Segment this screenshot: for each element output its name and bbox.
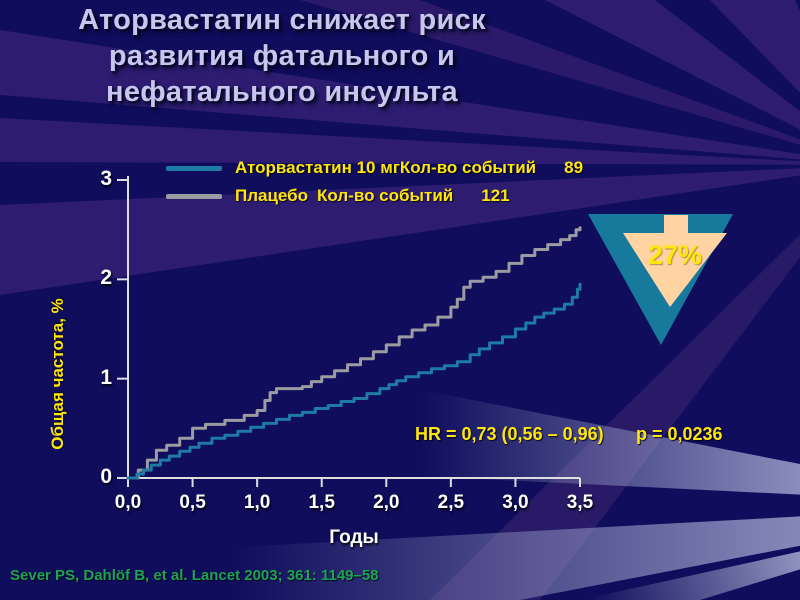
series-group <box>126 226 582 480</box>
purple-ray <box>0 168 800 295</box>
badge-percent-label: 27% <box>647 240 703 270</box>
citation: Sever PS, Dahlöf B, et al. Lancet 2003; … <box>10 567 379 584</box>
purple-ray <box>0 30 800 160</box>
badge-arrow-down-icon <box>623 215 727 307</box>
legend-row: Плацебо Кол-во событий 121 <box>166 182 583 210</box>
light-ray-group <box>0 382 800 600</box>
light-ray <box>0 516 800 600</box>
legend-line-swatch <box>166 165 222 171</box>
legend-ev: Кол-во событий <box>399 158 537 177</box>
y-tick-label: 3 <box>100 167 112 190</box>
hazard-ratio-annotation: HR = 0,73 (0,56 – 0,96) <box>415 424 604 444</box>
x-tick-label: 1,5 <box>308 492 335 513</box>
chart-legend: Аторвастатин 10 мг Кол-во событий 89 Плацеб… <box>166 154 583 210</box>
slide-title: Аторвастатин снижает риск развития фатал… <box>78 4 486 108</box>
x-tick-label: 0,5 <box>179 492 206 513</box>
legend-ev: Кол-во событий <box>317 186 454 205</box>
legend-name: Плацебо <box>235 186 309 205</box>
series-line <box>126 282 582 480</box>
x-tick-label: 0,0 <box>114 492 142 513</box>
purple-ray <box>710 0 800 93</box>
legend-line-swatch <box>166 193 222 199</box>
purple-ray <box>430 234 800 600</box>
light-ray <box>580 551 800 600</box>
legend-count: 89 <box>564 158 584 177</box>
legend-name: Аторвастатин 10 мг <box>235 158 400 177</box>
legend-row: Аторвастатин 10 мг Кол-во событий 89 <box>166 154 583 182</box>
x-tick-label: 2,0 <box>373 492 400 513</box>
x-tick-label: 2,5 <box>437 492 465 513</box>
y-tick-label: 0 <box>100 465 112 488</box>
purple-ray <box>545 0 800 130</box>
y-tick-label: 2 <box>100 266 112 290</box>
purple-ray <box>300 0 800 145</box>
light-ray <box>380 382 800 495</box>
purple-ray <box>0 118 800 165</box>
x-tick-label: 3,0 <box>502 492 529 513</box>
x-tick-label: 3,5 <box>566 492 594 513</box>
y-axis-title: Общая частота, % <box>48 298 67 450</box>
reduction-badge <box>588 214 733 345</box>
legend-count: 121 <box>481 186 510 205</box>
y-tick-label: 1 <box>100 365 112 389</box>
x-tick-label: 1,0 <box>243 492 271 513</box>
series-line <box>126 226 582 480</box>
x-axis-title: Годы <box>329 527 379 548</box>
p-value-annotation: p = 0,0236 <box>636 424 723 444</box>
